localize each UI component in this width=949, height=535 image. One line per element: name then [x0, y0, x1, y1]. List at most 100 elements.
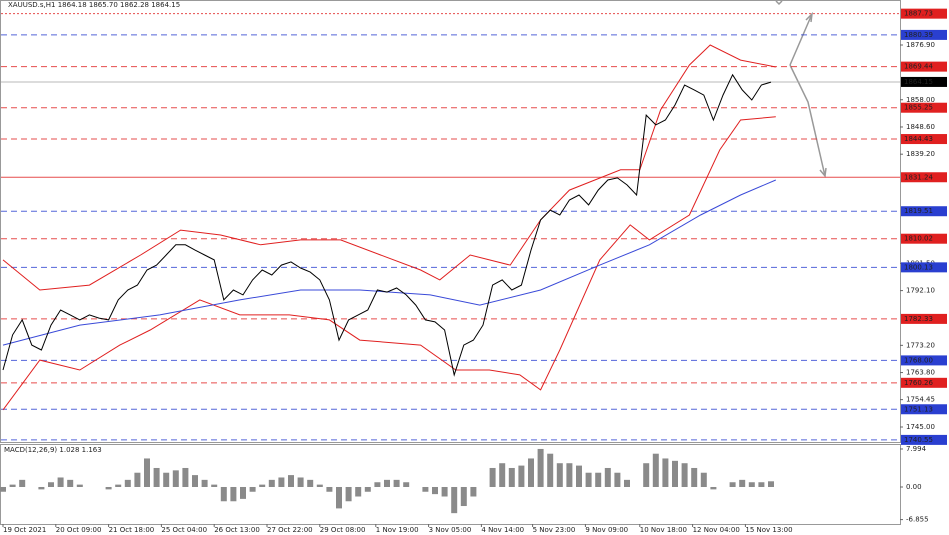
level-label-box — [901, 102, 947, 113]
macd-bar — [9, 484, 16, 487]
level-label: 1855.25 — [904, 104, 933, 112]
level-label: 1751.13 — [904, 405, 933, 413]
level-label-box — [901, 355, 947, 366]
y-tick-label: 7.994 — [906, 445, 927, 453]
y-tick-label: 1773.20 — [906, 341, 935, 349]
macd-bar — [643, 463, 650, 487]
level-label-box — [901, 29, 947, 40]
macd-bar — [57, 477, 64, 487]
macd-bar — [124, 479, 131, 487]
macd-bar — [624, 479, 630, 487]
macd-bar — [652, 453, 659, 487]
macd-bar — [201, 479, 208, 487]
macd-bar — [528, 458, 534, 487]
macd-bar — [681, 463, 688, 487]
macd-bar — [393, 479, 400, 487]
macd-bar — [585, 472, 592, 487]
level-label: 1768.00 — [904, 356, 933, 364]
macd-bar — [470, 486, 477, 497]
macd-bar — [230, 486, 237, 502]
level-label-box — [901, 206, 947, 217]
macd-bar — [758, 482, 765, 487]
macd-title: MACD(12,26,9) 1.028 1.163 — [4, 446, 102, 454]
macd-bar — [614, 472, 621, 487]
x-tick-label: 3 Nov 05:00 — [429, 526, 472, 534]
macd-bar — [384, 479, 390, 487]
macd-bar — [556, 463, 563, 487]
macd-bar — [134, 472, 141, 487]
price-frame — [0, 0, 901, 443]
level-label: 1810.02 — [904, 235, 933, 243]
x-tick-label: 15 Nov 13:00 — [745, 526, 792, 534]
macd-bar — [739, 479, 746, 487]
level-label: 1760.26 — [904, 379, 933, 387]
chart-title: XAUUSD.s,H1 1864.18 1865.70 1862.28 1864… — [8, 1, 180, 9]
macd-bar — [768, 481, 774, 487]
y-tick-label: 0.00 — [906, 483, 922, 491]
x-tick-label: 27 Oct 22:00 — [267, 526, 313, 534]
y-tick-label: 1848.60 — [906, 123, 935, 131]
level-label: 1844.43 — [904, 135, 933, 143]
level-label-box — [901, 404, 947, 415]
macd-bar — [172, 470, 179, 487]
level-label-box — [901, 61, 947, 72]
macd-bar — [48, 482, 54, 487]
x-tick-label: 26 Oct 13:00 — [214, 526, 260, 534]
macd-bar — [441, 486, 448, 497]
level-label-box — [901, 377, 947, 388]
level-label: 1819.51 — [904, 207, 933, 215]
macd-bar — [566, 463, 573, 487]
macd-bar — [240, 486, 246, 499]
x-tick-label: 12 Nov 04:00 — [693, 526, 740, 534]
macd-bar — [220, 486, 227, 502]
level-label-box — [901, 262, 947, 273]
macd-bar — [460, 486, 467, 507]
macd-bar — [576, 465, 582, 487]
x-tick-label: 21 Oct 18:00 — [109, 526, 155, 534]
macd-bar — [422, 486, 429, 492]
macd-frame — [0, 444, 901, 525]
level-label-box — [901, 76, 947, 87]
level-label: 1880.39 — [904, 31, 933, 39]
macd-bar — [163, 472, 170, 487]
macd-bar — [153, 467, 160, 487]
level-label: 1831.24 — [904, 173, 933, 181]
macd-bar — [288, 475, 294, 487]
macd-bar — [489, 467, 496, 487]
macd-bar — [748, 482, 755, 487]
macd-bar — [259, 484, 266, 487]
macd-bar — [374, 482, 381, 487]
y-tick-label: 1876.90 — [906, 41, 935, 49]
macd-bar — [268, 479, 275, 487]
level-label: 1887.73 — [904, 10, 933, 18]
x-tick-label: 19 Oct 2021 — [3, 526, 46, 534]
macd-bar — [432, 486, 438, 495]
level-label-box — [901, 134, 947, 145]
level-label-box — [901, 233, 947, 244]
macd-bar — [403, 482, 410, 487]
price-line — [2, 116, 776, 411]
x-tick-label: 10 Nov 18:00 — [640, 526, 687, 534]
macd-bar — [336, 486, 342, 509]
macd-bar — [355, 486, 362, 497]
macd-bar — [537, 448, 544, 487]
level-label: 1869.44 — [904, 63, 933, 71]
macd-bar — [364, 486, 371, 492]
macd-bar — [278, 477, 285, 487]
level-label: 1740.55 — [904, 436, 933, 444]
macd-bar — [345, 486, 352, 502]
macd-bar — [297, 477, 304, 487]
level-label: 1800.13 — [904, 263, 933, 271]
price-line — [2, 179, 776, 346]
macd-bar — [547, 453, 554, 487]
level-label-box — [901, 172, 947, 183]
macd-bar — [115, 484, 122, 487]
level-label-box — [901, 8, 947, 19]
macd-bar — [700, 472, 707, 487]
macd-bar — [691, 467, 698, 487]
macd-bar — [182, 467, 189, 487]
x-tick-label: 25 Oct 04:00 — [161, 526, 207, 534]
macd-bar — [710, 486, 717, 490]
macd-bar — [105, 486, 112, 490]
macd-bar — [518, 465, 525, 487]
